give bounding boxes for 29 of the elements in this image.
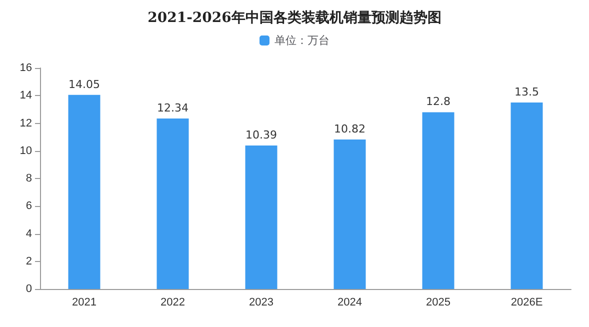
data-label: 10.39 [246, 128, 277, 142]
y-tick-label: 16 [20, 62, 32, 74]
x-tick-label: 2024 [338, 296, 362, 308]
data-label: 12.34 [157, 102, 188, 115]
x-tick-label: 2026E [510, 296, 543, 308]
y-tick-label: 4 [26, 228, 32, 240]
y-tick-label: 14 [20, 90, 32, 102]
bar [245, 145, 278, 289]
y-tick-label: 0 [26, 283, 32, 295]
y-tick-label: 8 [26, 172, 32, 184]
data-label: 10.82 [334, 122, 366, 136]
y-tick-label: 10 [20, 144, 32, 157]
data-label: 12.8 [426, 95, 450, 108]
bar [334, 140, 366, 289]
bar [156, 118, 189, 289]
y-tick-label: 6 [26, 200, 32, 212]
x-tick-label: 2025 [426, 296, 450, 308]
data-label: 14.05 [68, 78, 100, 91]
bar [68, 94, 100, 289]
y-tick-label: 12 [20, 117, 32, 130]
bar [510, 102, 543, 289]
y-tick-label: 2 [26, 255, 32, 268]
x-tick-label: 2021 [72, 296, 96, 308]
chart-title: 2021-2026年中国各类装载机销量预测趋势图 [148, 10, 442, 26]
legend-label: 单位：万台 [274, 34, 330, 47]
data-label: 13.5 [514, 86, 539, 99]
x-tick-label: 2022 [160, 296, 185, 308]
x-tick-label: 2023 [249, 296, 274, 308]
bar [422, 112, 454, 289]
